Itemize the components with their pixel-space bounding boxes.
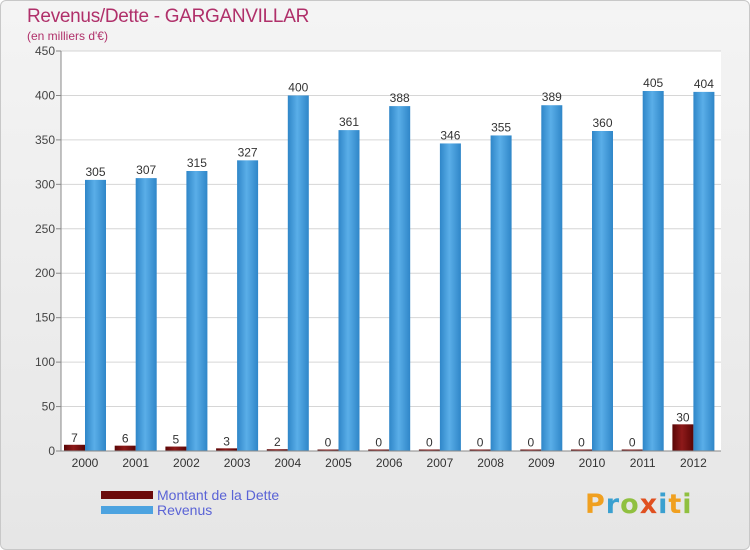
data-label-revenus-2006: 388 xyxy=(390,91,410,105)
bar-revenus-2006 xyxy=(389,106,411,451)
logo-letter: x xyxy=(639,489,659,520)
logo-letter: P xyxy=(585,489,606,520)
x-tick-label-2004: 2004 xyxy=(274,456,301,470)
data-label-revenus-2011: 405 xyxy=(643,76,663,90)
bar-dette-2004 xyxy=(266,449,288,451)
chart-title: Revenus/Dette - GARGANVILLAR xyxy=(27,6,309,27)
data-label-dette-2000: 7 xyxy=(71,431,78,445)
legend-item-revenus: Revenus xyxy=(101,501,279,518)
bar-dette-2009 xyxy=(520,449,542,451)
bar-dette-2011 xyxy=(621,449,643,451)
bar-dette-2010 xyxy=(571,449,592,451)
chart-subtitle: (en milliers d'€) xyxy=(27,29,108,43)
data-label-dette-2005: 0 xyxy=(325,436,332,450)
data-label-dette-2002: 5 xyxy=(173,433,180,447)
data-label-dette-2007: 0 xyxy=(426,436,433,450)
data-label-revenus-2004: 400 xyxy=(288,80,308,94)
legend-label-revenus: Revenus xyxy=(157,501,213,518)
bar-dette-2003 xyxy=(216,448,238,451)
y-tick-label: 100 xyxy=(35,355,55,369)
data-label-revenus-2010: 360 xyxy=(592,116,612,130)
legend-item-dette: Montant de la Dette xyxy=(101,486,280,503)
x-tick-label-2009: 2009 xyxy=(528,456,555,470)
legend-swatch-dette xyxy=(101,490,153,499)
logo-letter: r xyxy=(605,489,621,520)
data-label-revenus-2003: 327 xyxy=(238,145,258,159)
data-label-revenus-2007: 346 xyxy=(440,128,460,142)
x-tick-label-2011: 2011 xyxy=(630,456,656,470)
data-label-dette-2008: 0 xyxy=(477,436,484,450)
y-tick-label: 200 xyxy=(35,266,55,280)
y-tick-label: 150 xyxy=(35,311,55,325)
x-tick-label-2000: 2000 xyxy=(72,456,99,470)
proxiti-logo: Proxiti xyxy=(585,489,693,520)
x-tick-label-2012: 2012 xyxy=(680,456,707,470)
data-label-revenus-2008: 355 xyxy=(491,120,511,134)
logo-letter: i xyxy=(658,489,669,520)
bar-revenus-2001 xyxy=(135,178,157,451)
data-label-revenus-2012: 404 xyxy=(694,77,714,91)
y-tick-label: 350 xyxy=(35,133,55,147)
data-label-revenus-2005: 361 xyxy=(339,115,359,129)
x-tick-label-2006: 2006 xyxy=(376,456,403,470)
bar-dette-2012 xyxy=(672,424,694,451)
bar-revenus-2008 xyxy=(490,135,512,451)
x-tick-label-2003: 2003 xyxy=(224,456,251,470)
bar-revenus-2000 xyxy=(85,179,106,451)
x-tick-label-2008: 2008 xyxy=(477,456,504,470)
logo-letter: t xyxy=(668,489,683,520)
legend-label-dette: Montant de la Dette xyxy=(157,486,280,503)
bar-revenus-2005 xyxy=(338,130,360,451)
y-tick-label: 250 xyxy=(35,222,55,236)
data-label-revenus-2000: 305 xyxy=(85,165,105,179)
y-tick-label: 300 xyxy=(35,177,55,191)
bar-revenus-2010 xyxy=(592,131,613,451)
x-tick-label-2010: 2010 xyxy=(579,456,606,470)
data-label-dette-2012: 30 xyxy=(676,410,690,424)
data-label-dette-2011: 0 xyxy=(629,436,636,450)
bar-dette-2006 xyxy=(368,449,390,451)
data-label-revenus-2002: 315 xyxy=(187,156,207,170)
data-label-dette-2001: 6 xyxy=(122,432,129,446)
data-label-revenus-2001: 307 xyxy=(136,163,156,177)
y-tick-label: 50 xyxy=(42,400,56,414)
legend: Montant de la Dette Revenus xyxy=(101,486,280,518)
bar-dette-2005 xyxy=(317,449,339,451)
bar-revenus-2012 xyxy=(693,91,715,451)
data-label-dette-2010: 0 xyxy=(578,436,585,450)
bar-revenus-2002 xyxy=(186,171,208,451)
y-tick-label: 450 xyxy=(35,44,55,58)
bar-revenus-2007 xyxy=(439,143,461,451)
bar-revenus-2003 xyxy=(237,160,259,452)
data-label-dette-2004: 2 xyxy=(274,435,281,449)
data-label-dette-2009: 0 xyxy=(527,436,534,450)
bar-dette-2007 xyxy=(418,449,440,451)
x-tick-label-2002: 2002 xyxy=(173,456,200,470)
y-tick-label: 0 xyxy=(48,444,55,458)
legend-swatch-revenus xyxy=(101,505,153,514)
y-tick-label: 400 xyxy=(35,88,55,102)
x-tick-label-2007: 2007 xyxy=(427,456,454,470)
bar-dette-2000 xyxy=(64,444,85,451)
data-label-dette-2006: 0 xyxy=(375,436,382,450)
x-tick-label-2005: 2005 xyxy=(325,456,352,470)
bar-revenus-2004 xyxy=(287,95,309,451)
logo-letter: o xyxy=(620,489,640,520)
bar-revenus-2011 xyxy=(642,91,664,451)
data-label-dette-2003: 3 xyxy=(223,434,230,448)
logo-letter: i xyxy=(682,489,693,520)
bar-dette-2008 xyxy=(469,449,491,451)
bar-dette-2001 xyxy=(114,445,136,451)
data-label-revenus-2009: 389 xyxy=(542,90,562,104)
bar-revenus-2009 xyxy=(541,105,563,451)
x-tick-label-2001: 2001 xyxy=(122,456,149,470)
bar-dette-2002 xyxy=(165,446,187,451)
